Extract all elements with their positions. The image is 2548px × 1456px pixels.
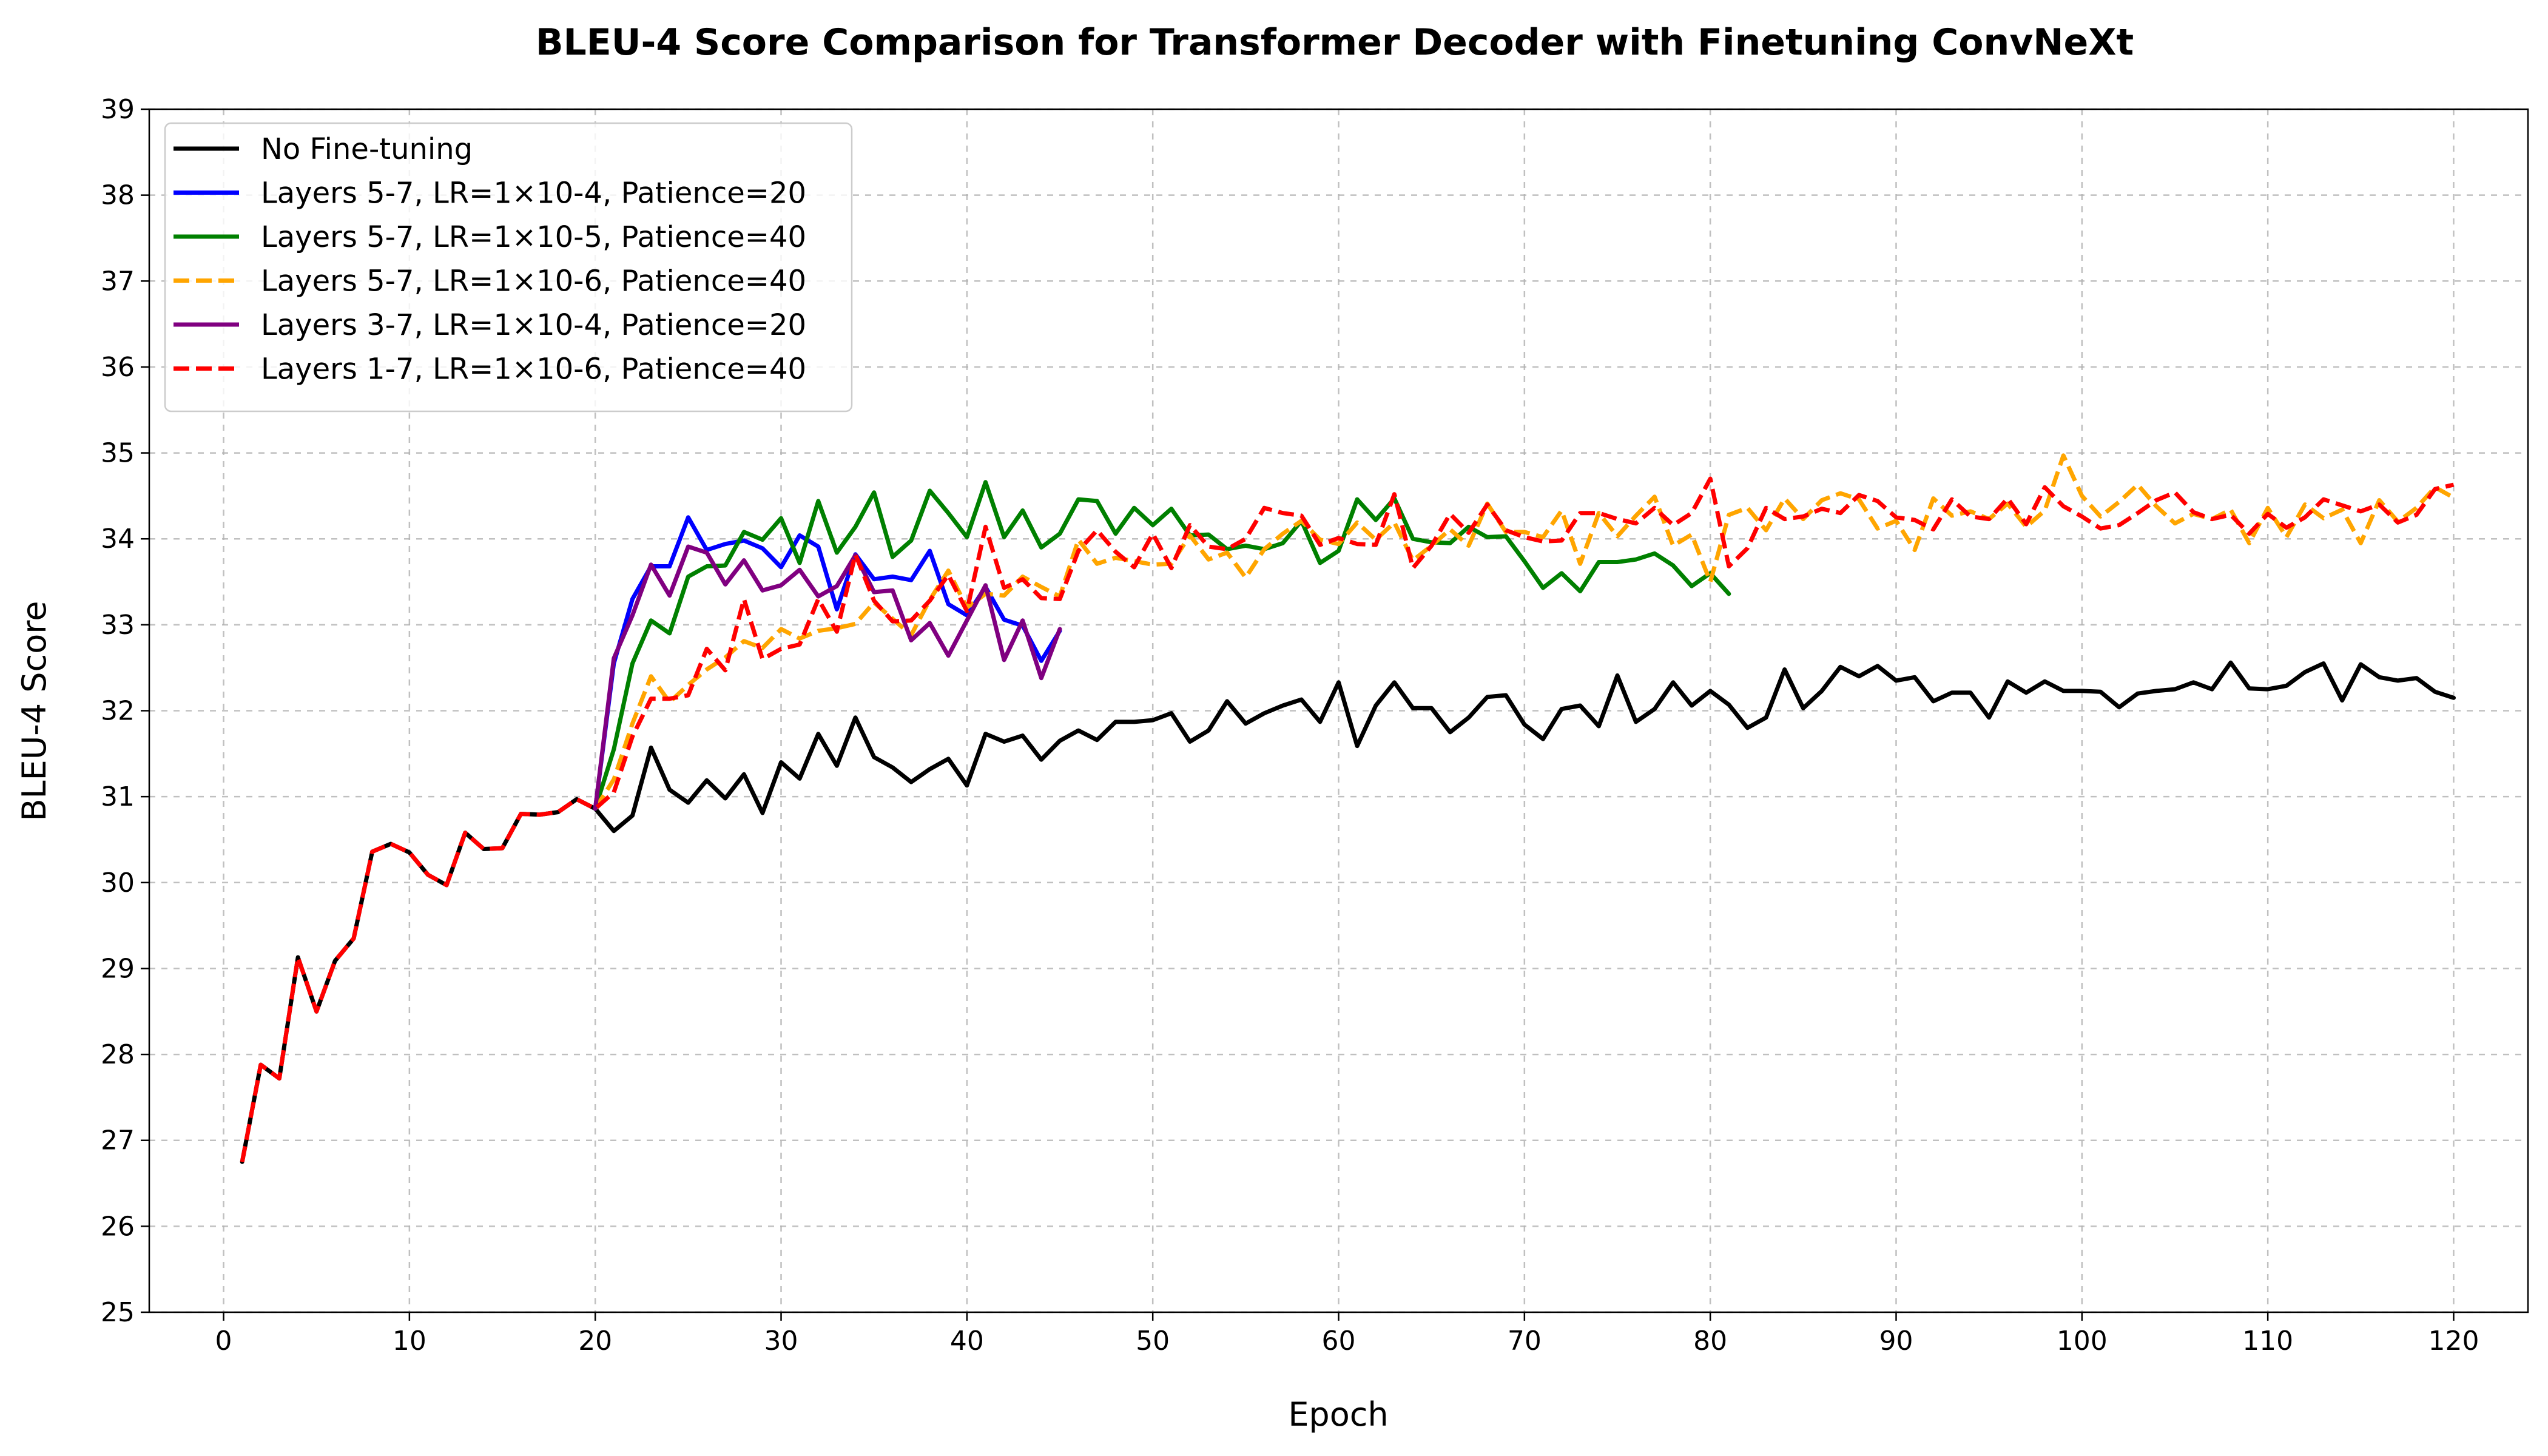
x-tick-label: 60 (1322, 1326, 1356, 1357)
legend-label: Layers 5-7, LR=1×10-6, Patience=40 (261, 265, 806, 298)
y-tick-label: 34 (101, 524, 135, 554)
y-tick-label: 28 (101, 1039, 135, 1070)
y-tick-label: 31 (101, 781, 135, 812)
y-tick-label: 29 (101, 953, 135, 984)
legend-label: No Fine-tuning (261, 132, 473, 166)
x-tick-label: 30 (764, 1326, 798, 1357)
series-line-4 (593, 453, 2455, 810)
y-tick-label: 37 (101, 266, 135, 297)
x-tick-label: 110 (2242, 1326, 2293, 1357)
legend-label: Layers 3-7, LR=1×10-4, Patience=20 (261, 308, 806, 342)
x-tick-label: 120 (2428, 1326, 2479, 1357)
x-tick-label: 70 (1508, 1326, 1542, 1357)
legend-label: Layers 5-7, LR=1×10-4, Patience=20 (261, 177, 806, 211)
y-tick-label: 39 (101, 94, 135, 125)
y-axis-label: BLEU-4 Score (15, 601, 53, 821)
legend-label: Layers 5-7, LR=1×10-5, Patience=40 (261, 220, 806, 254)
series-line-5 (593, 544, 1062, 811)
x-tick-label: 90 (1879, 1326, 1913, 1357)
y-tick-label: 26 (101, 1211, 135, 1242)
x-tick-label: 40 (950, 1326, 984, 1357)
series-line-3 (593, 480, 1731, 811)
y-tick-label: 27 (101, 1125, 135, 1156)
chart-title: BLEU-4 Score Comparison for Transformer … (536, 21, 2134, 64)
y-tick-label: 36 (101, 352, 135, 383)
y-tick-label: 25 (101, 1297, 135, 1328)
x-tick-label: 80 (1693, 1326, 1727, 1357)
y-tick-label: 32 (101, 696, 135, 727)
x-tick-label: 10 (393, 1326, 426, 1357)
x-axis-label: Epoch (1288, 1395, 1388, 1434)
x-axis: 0 10 20 30 40 50 60 70 80 90 100 110 120 (215, 1312, 2479, 1357)
y-tick-label: 38 (101, 180, 135, 211)
y-tick-label: 30 (101, 868, 135, 898)
legend: No Fine-tuning Layers 5-7, LR=1×10-4, Pat… (164, 122, 853, 413)
legend-label: Layers 1-7, LR=1×10-6, Patience=40 (261, 352, 806, 386)
series-group (240, 453, 2456, 1164)
series-line-1 (240, 660, 2456, 1164)
y-axis: 25 26 27 28 29 30 31 32 33 34 35 36 37 38 39 (101, 94, 149, 1328)
y-tick-label: 35 (101, 438, 135, 469)
y-tick-label: 33 (101, 610, 135, 641)
x-tick-label: 50 (1136, 1326, 1170, 1357)
x-tick-label: 20 (578, 1326, 612, 1357)
legend-box (164, 122, 853, 413)
x-tick-label: 0 (215, 1326, 232, 1357)
x-tick-label: 100 (2057, 1326, 2108, 1357)
series-line-6 (240, 476, 2455, 1162)
